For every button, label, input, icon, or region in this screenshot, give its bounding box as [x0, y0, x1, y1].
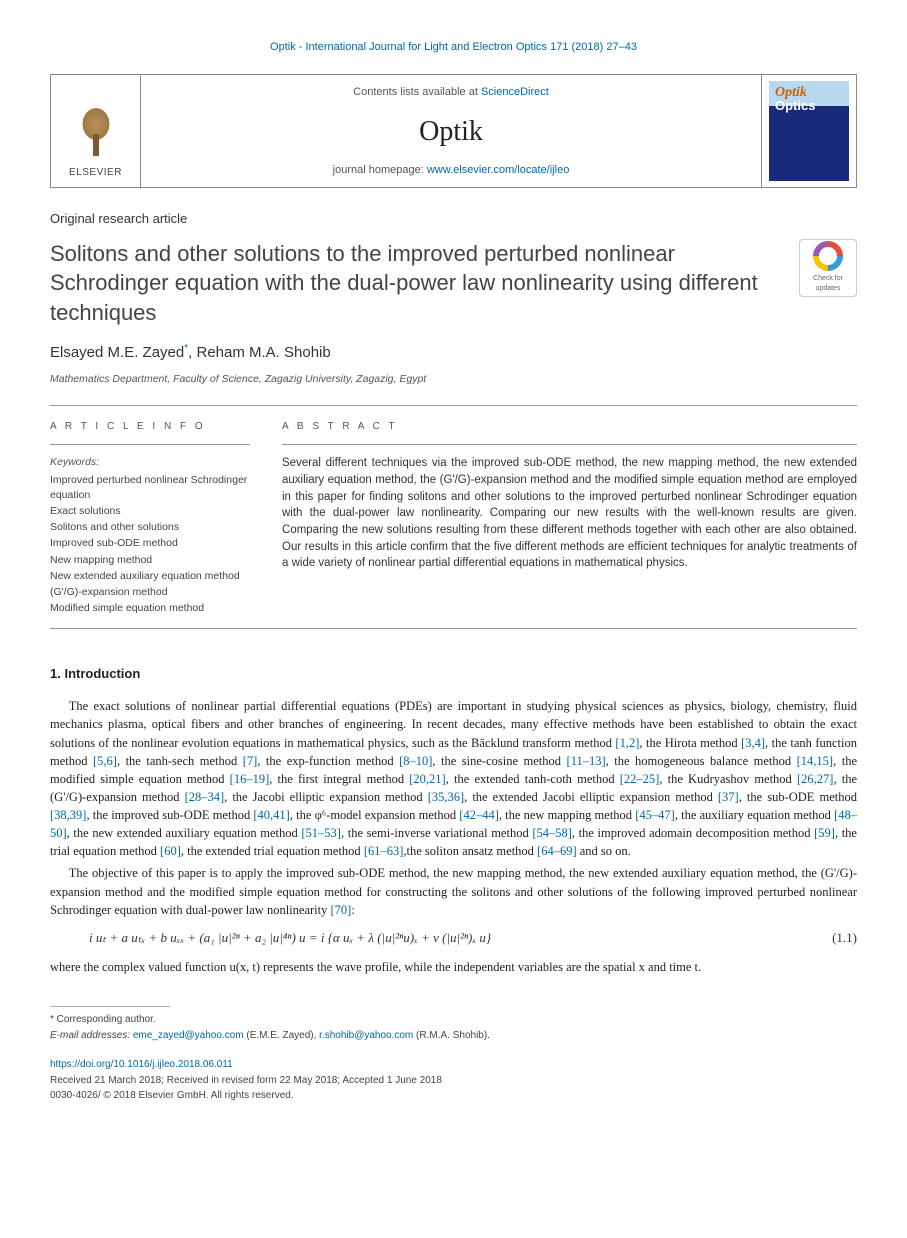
author-2: Reham M.A. Shohib: [196, 344, 330, 361]
keyword-item: (G'/G)-expansion method: [50, 585, 250, 600]
homepage-line: journal homepage: www.elsevier.com/locat…: [149, 163, 753, 179]
ref-link[interactable]: [45–47]: [635, 808, 675, 822]
journal-header-box: ELSEVIER Contents lists available at Sci…: [50, 74, 857, 188]
crossmark-text-2: updates: [816, 284, 841, 294]
ref-link[interactable]: [51–53]: [301, 826, 341, 840]
elsevier-logo-icon: [70, 102, 122, 162]
article-info-heading: A R T I C L E I N F O: [50, 420, 250, 435]
doi-block: https://doi.org/10.1016/j.ijleo.2018.06.…: [50, 1058, 857, 1104]
authors-line: Elsayed M.E. Zayed*, Reham M.A. Shohib: [50, 342, 857, 364]
email-label: E-mail addresses:: [50, 1030, 133, 1041]
section-1-heading: 1. Introduction: [50, 665, 857, 684]
keyword-item: Improved sub-ODE method: [50, 536, 250, 551]
ref-link[interactable]: [8–10]: [399, 754, 432, 768]
ref-link[interactable]: [64–69]: [537, 844, 577, 858]
publisher-cell: ELSEVIER: [51, 75, 141, 187]
journal-name: Optik: [149, 112, 753, 153]
ref-link[interactable]: [20,21]: [409, 772, 445, 786]
equation-number: (1.1): [797, 929, 857, 948]
ref-link[interactable]: [16–19]: [230, 772, 270, 786]
ref-link[interactable]: [35,36]: [428, 790, 464, 804]
footnote-separator: [50, 1006, 170, 1007]
equation-1-1: i uₜ + a uₜₓ + b uₓₓ + (a₁ |u|²ⁿ + a₂ |u…: [50, 929, 857, 948]
crossmark-badge[interactable]: Check for updates: [799, 239, 857, 297]
ref-link[interactable]: [60]: [160, 844, 181, 858]
journal-cover-icon: [769, 81, 849, 181]
ref-link[interactable]: [22–25]: [620, 772, 660, 786]
keywords-label: Keywords:: [50, 455, 250, 470]
journal-title-cell: Contents lists available at ScienceDirec…: [141, 75, 761, 187]
homepage-link[interactable]: www.elsevier.com/locate/ijleo: [427, 164, 569, 176]
sciencedirect-link[interactable]: ScienceDirect: [481, 86, 549, 98]
ref-link[interactable]: [7]: [243, 754, 258, 768]
ref-link[interactable]: [59]: [814, 826, 835, 840]
corresponding-author-note: * Corresponding author.: [50, 1013, 857, 1028]
keyword-item: New mapping method: [50, 553, 250, 568]
rule-below-abstract: [50, 628, 857, 629]
homepage-prefix: journal homepage:: [333, 164, 427, 176]
abstract-col: A B S T R A C T Several different techni…: [282, 420, 857, 618]
ref-link[interactable]: [70]: [330, 903, 351, 917]
contents-prefix: Contents lists available at: [353, 86, 481, 98]
crossmark-text-1: Check for: [813, 274, 843, 284]
email-line: E-mail addresses: eme_zayed@yahoo.com (E…: [50, 1029, 857, 1044]
ref-link[interactable]: [26,27]: [797, 772, 833, 786]
email-1-who: (E.M.E. Zayed),: [244, 1030, 320, 1041]
intro-para-3: where the complex valued function u(x, t…: [50, 958, 857, 976]
contents-line: Contents lists available at ScienceDirec…: [149, 85, 753, 101]
email-2-who: (R.M.A. Shohib).: [413, 1030, 490, 1041]
ref-link[interactable]: [48–50]: [50, 808, 857, 840]
keyword-item: Exact solutions: [50, 504, 250, 519]
keywords-list: Improved perturbed nonlinear Schrodinger…: [50, 473, 250, 617]
ref-link[interactable]: [28–34]: [185, 790, 225, 804]
equation-body: i uₜ + a uₜₓ + b uₓₓ + (a₁ |u|²ⁿ + a₂ |u…: [50, 929, 797, 948]
running-head: Optik - International Journal for Light …: [50, 40, 857, 56]
title-row: Solitons and other solutions to the impr…: [50, 239, 857, 342]
author-1: Elsayed M.E. Zayed: [50, 344, 184, 361]
ref-link[interactable]: [11–13]: [567, 754, 606, 768]
ref-link[interactable]: [40,41]: [253, 808, 289, 822]
abstract-text: Several different techniques via the imp…: [282, 455, 857, 572]
keyword-item: Solitons and other solutions: [50, 520, 250, 535]
ref-link[interactable]: [3,4]: [741, 736, 765, 750]
rule-above-abstract: [50, 405, 857, 406]
article-info-col: A R T I C L E I N F O Keywords: Improved…: [50, 420, 250, 618]
ref-link[interactable]: [37]: [718, 790, 739, 804]
footnotes: * Corresponding author. E-mail addresses…: [50, 1013, 857, 1044]
abstract-heading: A B S T R A C T: [282, 420, 857, 435]
ref-link[interactable]: [5,6]: [93, 754, 117, 768]
ref-link[interactable]: [61–63]: [364, 844, 404, 858]
email-1-link[interactable]: eme_zayed@yahoo.com: [133, 1030, 244, 1041]
info-abstract-row: A R T I C L E I N F O Keywords: Improved…: [50, 420, 857, 618]
doi-link[interactable]: https://doi.org/10.1016/j.ijleo.2018.06.…: [50, 1058, 857, 1073]
ref-link[interactable]: [42–44]: [459, 808, 499, 822]
intro-para-2: The objective of this paper is to apply …: [50, 864, 857, 918]
ref-link[interactable]: [1,2]: [615, 736, 639, 750]
crossmark-icon: [813, 241, 843, 271]
affiliation: Mathematics Department, Faculty of Scien…: [50, 372, 857, 387]
keyword-item: Improved perturbed nonlinear Schrodinger…: [50, 473, 250, 503]
ref-link[interactable]: [38,39]: [50, 808, 86, 822]
article-type: Original research article: [50, 210, 857, 229]
publisher-name: ELSEVIER: [69, 166, 122, 181]
cover-cell: [761, 75, 856, 187]
keyword-item: New extended auxiliary equation method: [50, 569, 250, 584]
copyright-line: 0030-4026/ © 2018 Elsevier GmbH. All rig…: [50, 1089, 857, 1104]
article-history: Received 21 March 2018; Received in revi…: [50, 1074, 857, 1089]
ref-link[interactable]: [14,15]: [797, 754, 833, 768]
ref-link[interactable]: [54–58]: [532, 826, 572, 840]
email-2-link[interactable]: r.shohib@yahoo.com: [319, 1030, 413, 1041]
keyword-item: Modified simple equation method: [50, 601, 250, 616]
rule-under-info-head: [50, 444, 250, 445]
intro-para-1: The exact solutions of nonlinear partial…: [50, 697, 857, 860]
paper-title: Solitons and other solutions to the impr…: [50, 239, 779, 328]
rule-under-abs-head: [282, 444, 857, 445]
